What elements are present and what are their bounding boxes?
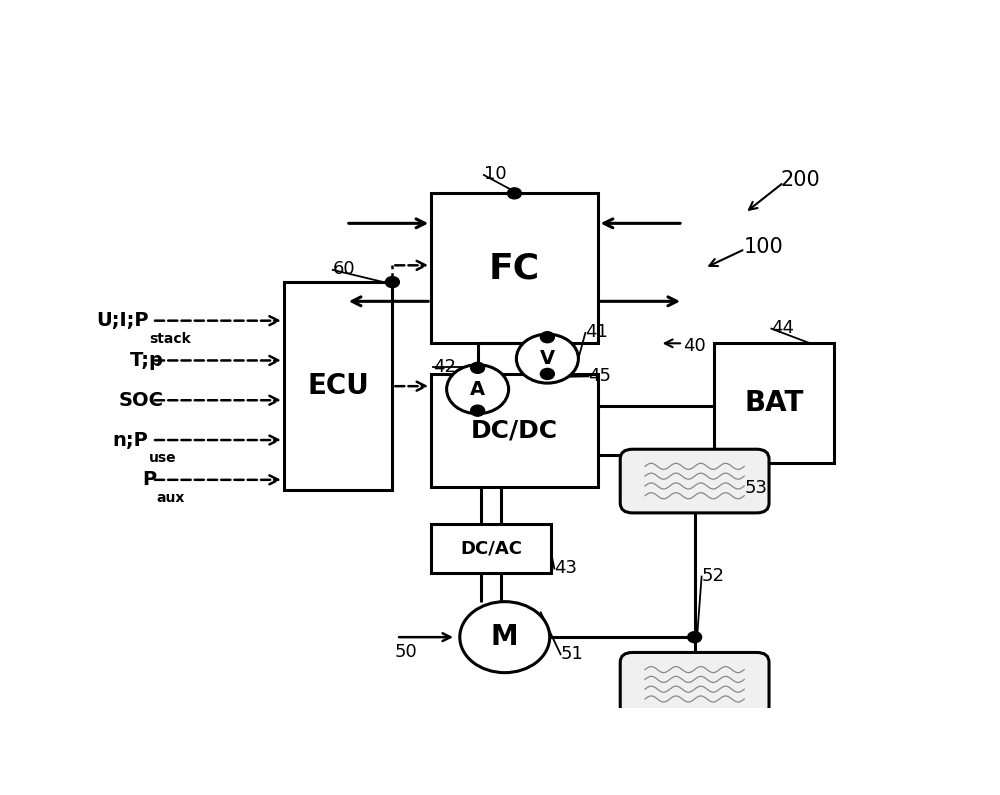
Circle shape [507,188,521,199]
FancyBboxPatch shape [620,449,769,513]
Text: 45: 45 [588,366,611,385]
Text: BAT: BAT [744,389,804,417]
Text: 100: 100 [743,237,783,257]
Text: 10: 10 [484,165,506,183]
Text: M: M [491,623,519,651]
Text: SOC: SOC [119,391,164,409]
FancyBboxPatch shape [620,653,769,716]
Text: T;p: T;p [130,351,164,370]
Text: ECU: ECU [307,372,369,400]
Text: FC: FC [489,251,540,285]
Text: stack: stack [149,332,191,346]
Circle shape [471,405,485,416]
Text: P: P [142,471,156,490]
Circle shape [471,363,485,374]
Circle shape [385,277,399,288]
Text: 40: 40 [683,337,706,355]
Text: 43: 43 [554,559,577,577]
FancyBboxPatch shape [431,374,598,487]
Text: 200: 200 [781,170,820,190]
Text: DC/DC: DC/DC [471,418,558,443]
Circle shape [688,632,702,642]
FancyBboxPatch shape [284,282,392,491]
Text: 52: 52 [702,567,725,585]
Text: use: use [149,451,177,465]
Text: aux: aux [157,491,185,505]
Circle shape [540,368,554,379]
Text: 44: 44 [771,319,794,337]
FancyBboxPatch shape [431,524,551,573]
Circle shape [447,365,509,413]
Text: A: A [470,380,485,399]
Circle shape [540,332,554,343]
FancyBboxPatch shape [431,193,598,343]
Text: U;I;P: U;I;P [96,311,148,330]
Circle shape [516,334,578,383]
Text: V: V [540,349,555,368]
Text: 51: 51 [561,645,583,663]
Text: 53: 53 [745,479,768,498]
Text: 41: 41 [585,324,608,341]
Text: n;P: n;P [112,431,148,449]
Text: 50: 50 [395,643,417,661]
Text: 42: 42 [433,358,456,375]
Text: DC/AC: DC/AC [460,539,522,557]
Text: 60: 60 [333,260,355,278]
FancyBboxPatch shape [714,343,834,463]
Circle shape [460,602,550,673]
